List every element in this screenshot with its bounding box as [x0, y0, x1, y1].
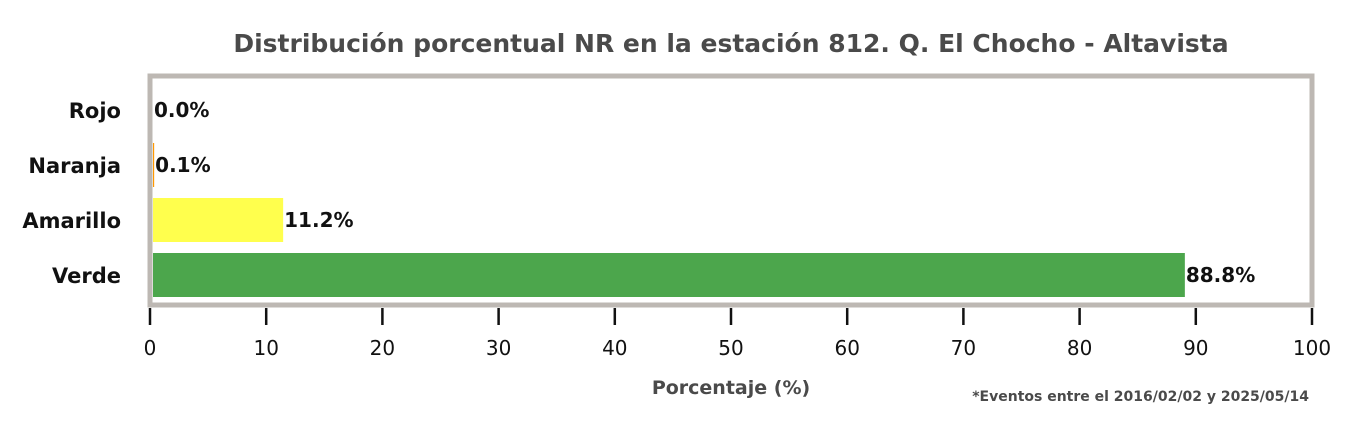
bar-naranja — [153, 143, 155, 187]
x-tick-label: 50 — [718, 336, 743, 360]
footnote: *Eventos entre el 2016/02/02 y 2025/05/1… — [972, 389, 1309, 405]
x-tick-label: 90 — [1183, 336, 1208, 360]
x-tick-label: 40 — [602, 336, 627, 360]
x-tick-label: 70 — [951, 336, 976, 360]
plot-frame — [147, 73, 1315, 308]
x-tick-label: 100 — [1293, 336, 1331, 360]
x-tick-label: 10 — [253, 336, 278, 360]
x-axis-label: Porcentaje (%) — [652, 377, 810, 399]
data-label-verde: 88.8% — [1186, 263, 1255, 287]
data-label-rojo: 0.0% — [154, 98, 209, 122]
x-tick-label: 20 — [370, 336, 395, 360]
x-tick-label: 30 — [486, 336, 511, 360]
x-tick-label: 0 — [144, 336, 157, 360]
x-tick-label: 60 — [834, 336, 859, 360]
category-label-amarillo: Amarillo — [22, 209, 121, 233]
chart-title: Distribución porcentual NR en la estació… — [233, 29, 1228, 58]
category-label-naranja: Naranja — [28, 154, 121, 178]
x-axis: 0 10 20 30 40 50 60 70 80 90 100 — [144, 308, 1331, 360]
data-label-naranja: 0.1% — [155, 153, 210, 177]
bars-group: 0.0% Rojo 0.1% Naranja 11.2% Amarillo 88.8% Ver… — [22, 98, 1255, 297]
bar-amarillo — [153, 198, 284, 242]
data-label-amarillo: 11.2% — [284, 208, 353, 232]
bar-verde — [153, 253, 1185, 297]
category-label-rojo: Rojo — [69, 99, 121, 123]
category-label-verde: Verde — [52, 264, 121, 288]
x-tick-label: 80 — [1067, 336, 1092, 360]
